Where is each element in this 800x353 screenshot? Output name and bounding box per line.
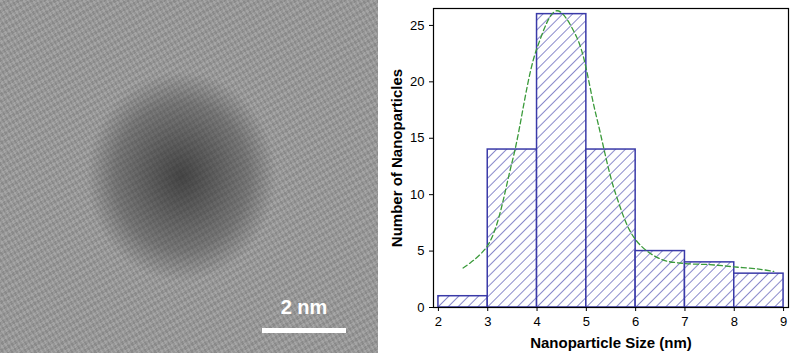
svg-text:5: 5 — [417, 243, 424, 258]
svg-text:3: 3 — [484, 314, 491, 329]
html-text:2 nm: 2 nm — [280, 296, 328, 318]
svg-text:6: 6 — [632, 314, 639, 329]
svg-text:10: 10 — [410, 187, 424, 202]
svg-text:4: 4 — [533, 314, 540, 329]
svg-text:9: 9 — [780, 314, 787, 329]
svg-text:Nanoparticle Size (nm): Nanoparticle Size (nm) — [530, 334, 692, 351]
svg-text:20: 20 — [410, 74, 424, 89]
svg-text:5: 5 — [583, 314, 590, 329]
svg-text:Number of Nanoparticles: Number of Nanoparticles — [388, 69, 405, 247]
svg-text:25: 25 — [410, 18, 424, 33]
svg-text:8: 8 — [731, 314, 738, 329]
svg-text:2: 2 — [435, 314, 442, 329]
svg-text:0: 0 — [417, 300, 424, 315]
svg-text:15: 15 — [410, 130, 424, 145]
svg-text:7: 7 — [681, 314, 688, 329]
